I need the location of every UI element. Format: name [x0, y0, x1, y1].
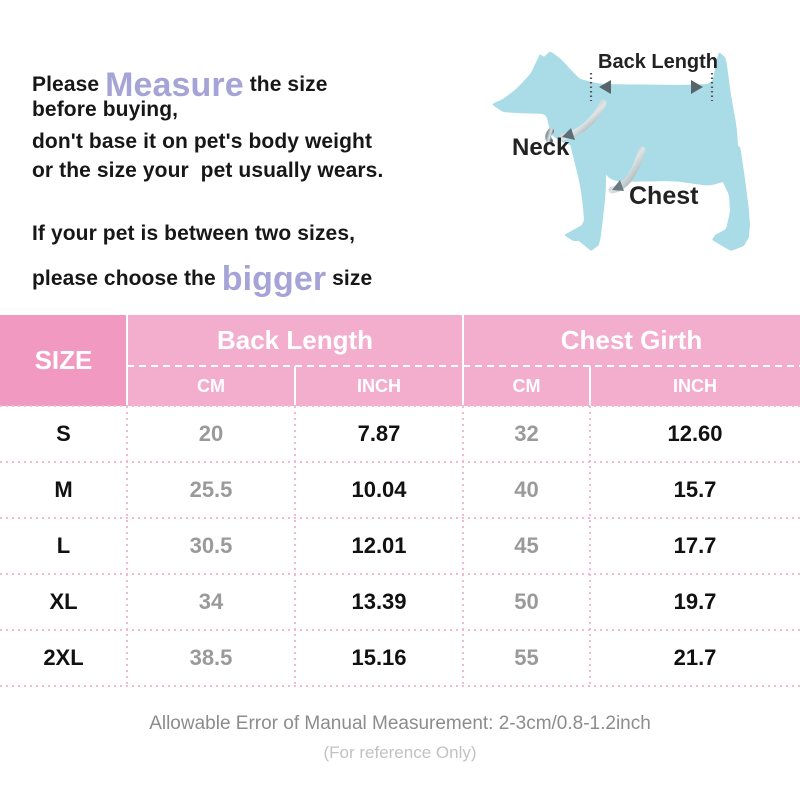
- svg-text:Chest: Chest: [629, 182, 699, 210]
- svg-text:Neck: Neck: [512, 134, 570, 161]
- svg-text:Back Length: Back Length: [598, 51, 718, 73]
